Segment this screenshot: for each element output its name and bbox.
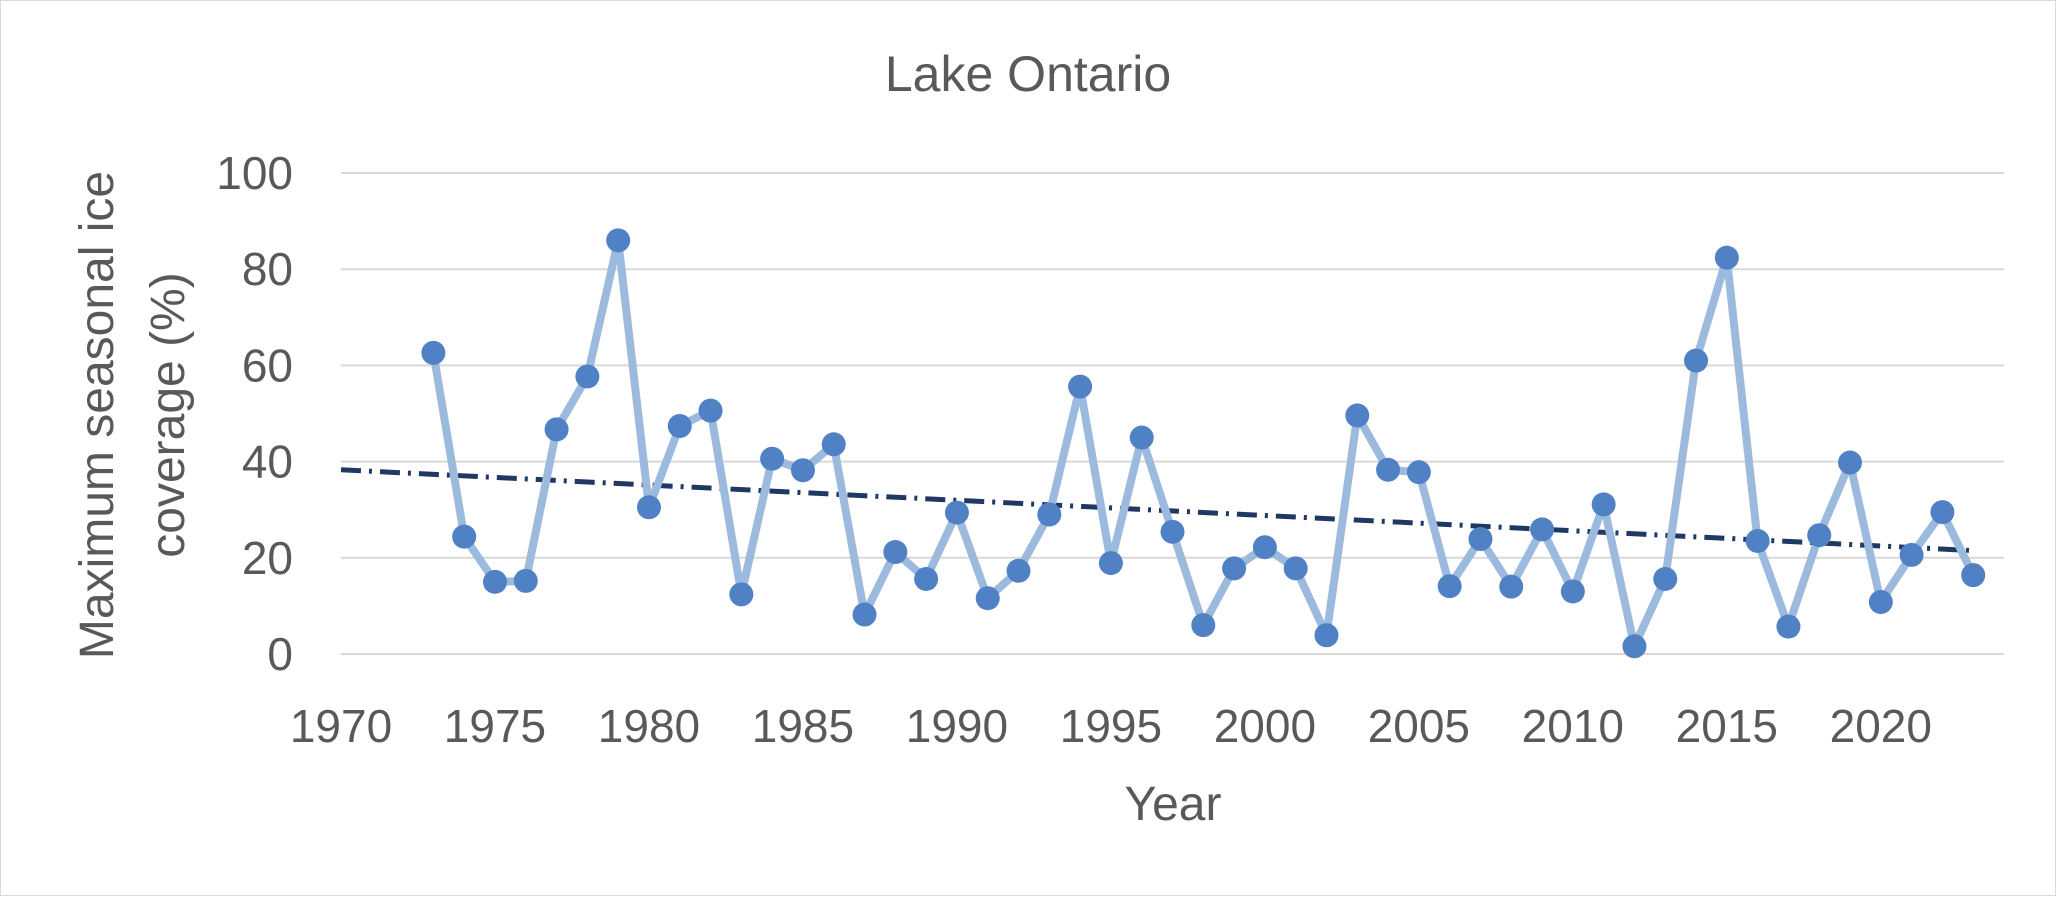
data-point: [1129, 425, 1154, 450]
data-point: [790, 458, 815, 483]
data-point: [1252, 535, 1277, 560]
x-tick-label: 1985: [752, 700, 854, 752]
y-tick-label: 0: [267, 628, 293, 680]
x-axis-title: Year: [1125, 778, 1222, 831]
data-point: [975, 586, 1000, 611]
series-line: [429, 236, 1978, 651]
data-point: [421, 340, 446, 365]
data-point: [1930, 500, 1955, 525]
data-point: [1622, 634, 1647, 659]
data-point: [1345, 403, 1370, 428]
chart-title: Lake Ontario: [885, 46, 1171, 102]
series-layer: [421, 228, 1986, 659]
data-point: [1191, 613, 1216, 638]
data-point: [544, 417, 569, 442]
data-point: [1037, 502, 1062, 527]
data-point: [1068, 374, 1093, 399]
data-point: [821, 432, 846, 457]
data-point: [1437, 574, 1462, 599]
data-point: [1714, 245, 1739, 270]
y-tick-label: 80: [242, 243, 293, 295]
data-point: [575, 364, 600, 389]
y-tick-label: 20: [242, 532, 293, 584]
data-point: [914, 566, 939, 591]
data-point: [636, 495, 661, 520]
y-axis-title-line-1: Maximum seasonal ice: [71, 171, 124, 659]
x-tick-labels: 1970 1975 1980 1985 1990 1995 2000 2005 2010 2015…: [290, 700, 1932, 752]
data-point: [513, 568, 538, 593]
data-point: [1468, 527, 1493, 552]
y-tick-label: 40: [242, 436, 293, 488]
data-point: [729, 582, 754, 607]
data-point: [1376, 457, 1401, 482]
x-tick-label: 2005: [1368, 700, 1470, 752]
data-point: [452, 524, 477, 549]
data-point: [1406, 460, 1431, 485]
data-point: [1653, 566, 1678, 591]
data-point: [1283, 556, 1308, 581]
data-point: [1160, 519, 1185, 544]
data-point: [1098, 551, 1123, 576]
data-point: [1314, 623, 1339, 648]
data-point: [667, 414, 692, 439]
data-point: [482, 569, 507, 594]
data-point: [1961, 563, 1986, 588]
data-point: [1776, 614, 1801, 639]
data-point: [1899, 542, 1924, 567]
x-tick-label: 2000: [1214, 700, 1316, 752]
data-point: [883, 540, 908, 565]
gridlines: [341, 172, 2004, 655]
x-tick-label: 1980: [598, 700, 700, 752]
data-point: [1499, 574, 1524, 599]
data-point: [1006, 558, 1031, 583]
y-tick-labels: 0 20 40 60 80 100: [216, 147, 293, 680]
x-tick-label: 1995: [1060, 700, 1162, 752]
y-axis-title: Maximum seasonal ice coverage (%): [71, 171, 195, 659]
data-point: [1838, 450, 1863, 475]
x-tick-label: 1970: [290, 700, 392, 752]
data-point: [1807, 523, 1832, 548]
data-point: [852, 602, 877, 627]
y-tick-label: 60: [242, 339, 293, 391]
x-tick-label: 2015: [1676, 700, 1778, 752]
data-point: [1560, 579, 1585, 604]
x-tick-label: 1990: [906, 700, 1008, 752]
data-point: [1745, 528, 1770, 553]
data-point: [1868, 590, 1893, 615]
x-tick-label: 2010: [1522, 700, 1624, 752]
data-point: [760, 446, 785, 471]
data-point: [1530, 517, 1555, 542]
data-point: [606, 228, 631, 253]
x-tick-label: 1975: [444, 700, 546, 752]
x-tick-label: 2020: [1830, 700, 1932, 752]
data-point: [1684, 348, 1709, 373]
y-tick-label: 100: [216, 147, 293, 199]
data-point: [944, 500, 969, 525]
data-point: [698, 398, 723, 423]
data-point: [1591, 492, 1616, 517]
y-axis-title-line-2: coverage (%): [142, 272, 195, 557]
data-point: [1222, 556, 1247, 581]
